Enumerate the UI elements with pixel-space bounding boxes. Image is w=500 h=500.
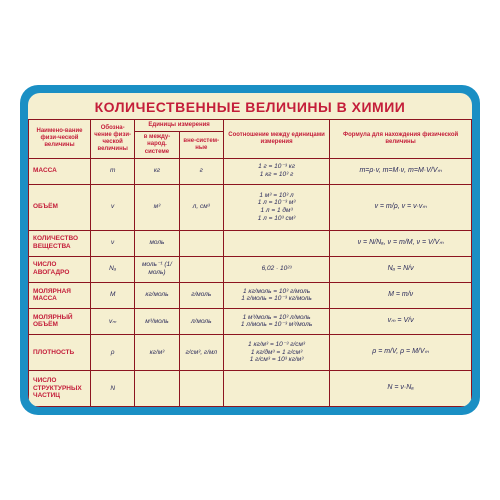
poster-frame: КОЛИЧЕСТВЕННЫЕ ВЕЛИЧИНЫ В ХИМИИ Наимено-… <box>20 85 480 415</box>
table-row: КОЛИЧЕСТВО ВЕЩЕСТВАνмоль ν = N/Nₐ, ν = m/… <box>29 230 472 256</box>
quantities-table: Наимено-вание физи-ческой величины Обозн… <box>28 119 472 407</box>
row-alt: г/см³, г/мл <box>179 334 223 370</box>
row-name: КОЛИЧЕСТВО ВЕЩЕСТВА <box>29 230 91 256</box>
row-formula: Nₐ = N/ν <box>330 256 472 282</box>
row-name: МАССА <box>29 158 91 184</box>
table-body: МАССАmкгг1 г = 10⁻³ кг1 кг = 10³ гm=ρ·v,… <box>29 158 472 406</box>
row-relation <box>223 370 329 406</box>
row-formula: N = ν·Nₐ <box>330 370 472 406</box>
row-name: ОБЪЁМ <box>29 184 91 230</box>
table-row: МОЛЯРНЫЙ ОБЪЁМvₘм³/мольл/моль1 м³/моль =… <box>29 308 472 334</box>
header-units-si: в между-народ. системе <box>135 132 179 159</box>
table-row: ОБЪЁМvм³л, см³1 м³ = 10³ л1 л = 10⁻³ м³1… <box>29 184 472 230</box>
row-si: кг/м³ <box>135 334 179 370</box>
row-symbol: v <box>91 184 135 230</box>
row-si: м³ <box>135 184 179 230</box>
row-formula: m=ρ·v, m=M·ν, m=M·V/Vₘ <box>330 158 472 184</box>
row-formula: ν = N/Nₐ, ν = m/M, ν = V/Vₘ <box>330 230 472 256</box>
row-symbol: ρ <box>91 334 135 370</box>
row-si: моль <box>135 230 179 256</box>
row-relation: 6,02 · 10²³ <box>223 256 329 282</box>
table-row: ЧИСЛО СТРУКТУРНЫХ ЧАСТИЦN N = ν·Nₐ <box>29 370 472 406</box>
row-formula: ρ = m/V, ρ = M/Vₘ <box>330 334 472 370</box>
row-si <box>135 370 179 406</box>
row-alt: л, см³ <box>179 184 223 230</box>
row-relation: 1 г = 10⁻³ кг1 кг = 10³ г <box>223 158 329 184</box>
row-name: МОЛЯРНЫЙ ОБЪЁМ <box>29 308 91 334</box>
row-symbol: m <box>91 158 135 184</box>
row-si: моль⁻¹ (1/моль) <box>135 256 179 282</box>
row-symbol: M <box>91 282 135 308</box>
row-alt <box>179 230 223 256</box>
row-relation <box>223 230 329 256</box>
row-relation: 1 кг/моль = 10³ г/моль1 г/моль = 10⁻³ кг… <box>223 282 329 308</box>
row-formula: vₘ = V/ν <box>330 308 472 334</box>
row-name: ЧИСЛО СТРУКТУРНЫХ ЧАСТИЦ <box>29 370 91 406</box>
table-row: ПЛОТНОСТЬρкг/м³г/см³, г/мл1 кг/м³ = 10⁻³… <box>29 334 472 370</box>
table-row: МОЛЯРНАЯ МАССАMкг/мольг/моль1 кг/моль = … <box>29 282 472 308</box>
row-symbol: Nₐ <box>91 256 135 282</box>
header-symbol: Обозна-чение физи-ческой величины <box>91 120 135 159</box>
row-si: кг <box>135 158 179 184</box>
row-relation: 1 кг/м³ = 10⁻³ г/см³1 кг/дм³ = 1 г/см³1 … <box>223 334 329 370</box>
table-header: Наимено-вание физи-ческой величины Обозн… <box>29 120 472 159</box>
row-name: МОЛЯРНАЯ МАССА <box>29 282 91 308</box>
row-formula: v = m/ρ, v = ν·vₘ <box>330 184 472 230</box>
header-formula: Формула для нахождения физической величи… <box>330 120 472 159</box>
row-name: ЧИСЛО АВОГАДРО <box>29 256 91 282</box>
row-symbol: vₘ <box>91 308 135 334</box>
header-name: Наимено-вание физи-ческой величины <box>29 120 91 159</box>
row-relation: 1 м³/моль = 10³ л/моль1 л/моль = 10⁻³ м³… <box>223 308 329 334</box>
row-alt <box>179 256 223 282</box>
row-formula: M = m/ν <box>330 282 472 308</box>
row-symbol: ν <box>91 230 135 256</box>
row-name: ПЛОТНОСТЬ <box>29 334 91 370</box>
header-units: Единицы измерения <box>135 120 224 132</box>
row-si: м³/моль <box>135 308 179 334</box>
row-symbol: N <box>91 370 135 406</box>
row-relation: 1 м³ = 10³ л1 л = 10⁻³ м³1 л = 1 дм³1 л … <box>223 184 329 230</box>
table-row: ЧИСЛО АВОГАДРОNₐмоль⁻¹ (1/моль) 6,02 · 10… <box>29 256 472 282</box>
poster-inner: КОЛИЧЕСТВЕННЫЕ ВЕЛИЧИНЫ В ХИМИИ Наимено-… <box>28 93 472 407</box>
row-alt: г/моль <box>179 282 223 308</box>
row-alt <box>179 370 223 406</box>
header-relation: Соотношение между единицами измерения <box>223 120 329 159</box>
table-row: МАССАmкгг1 г = 10⁻³ кг1 кг = 10³ гm=ρ·v,… <box>29 158 472 184</box>
row-alt: г <box>179 158 223 184</box>
header-units-alt: вне-систем-ные <box>179 132 223 159</box>
row-alt: л/моль <box>179 308 223 334</box>
row-si: кг/моль <box>135 282 179 308</box>
poster-title: КОЛИЧЕСТВЕННЫЕ ВЕЛИЧИНЫ В ХИМИИ <box>28 93 472 119</box>
